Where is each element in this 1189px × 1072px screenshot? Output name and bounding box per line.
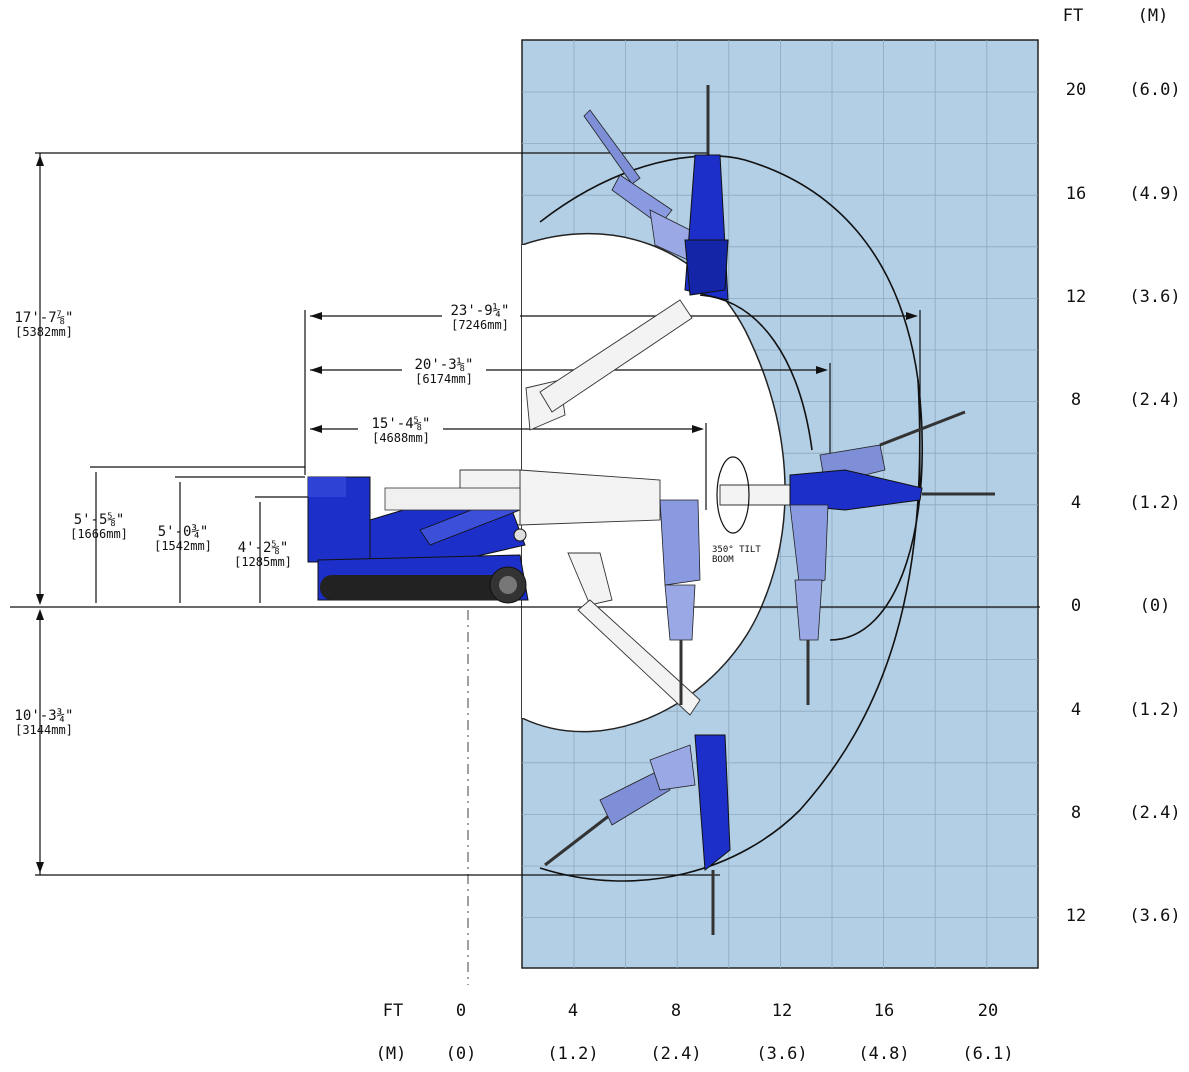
right-axis-header-ft: FT [1062, 6, 1084, 26]
bottom-axis-tick-ft: 0 [455, 1001, 467, 1021]
dimension-mm: [1542mm] [154, 539, 212, 554]
dimension-ft: 17'-7⅞" [14, 310, 74, 326]
dimension-depth-max: 10'-3¾" [3144mm] [4, 708, 84, 738]
bottom-axis-tick-ft: 12 [771, 1001, 793, 1021]
right-axis-tick-ft: 4 [1070, 700, 1082, 720]
right-axis-tick-ft: 8 [1070, 803, 1082, 823]
dimension-ft: 4'-2⅝" [237, 540, 289, 556]
dimension-lines [10, 152, 1040, 985]
right-axis-tick-m: (0) [1139, 596, 1171, 616]
right-axis-tick-m: (6.0) [1129, 80, 1181, 100]
right-axis-tick-m: (3.6) [1129, 287, 1181, 307]
right-axis-tick-m: (1.2) [1129, 700, 1181, 720]
dimension-height-3: 4'-2⅝" [1285mm] [224, 540, 302, 570]
dimension-reach-max: 23'-9¼" [7246mm] [440, 303, 520, 333]
bottom-axis-tick-ft: 20 [977, 1001, 999, 1021]
breaker-attachments [544, 85, 995, 935]
right-axis-tick-ft: 20 [1065, 80, 1087, 100]
dimension-mm: [5382mm] [15, 325, 73, 340]
tilt-note-line2: BOOM [712, 554, 734, 565]
dimension-mm: [1666mm] [70, 527, 128, 542]
right-axis-tick-m: (1.2) [1129, 493, 1181, 513]
bottom-axis-tick-m: (3.6) [756, 1044, 808, 1064]
bottom-axis-tick-m: (6.1) [962, 1044, 1014, 1064]
ghost-boom-positions [459, 299, 791, 716]
bottom-axis-tick-ft: 4 [567, 1001, 579, 1021]
right-axis-tick-ft: 4 [1070, 493, 1082, 513]
reach-arcs [539, 155, 924, 882]
bottom-axis-header-m: (M) [375, 1044, 407, 1064]
dimension-ft: 5'-5⅝" [73, 512, 125, 528]
bottom-axis-tick-ft: 8 [670, 1001, 682, 1021]
bottom-axis-tick-m: (2.4) [650, 1044, 702, 1064]
tilt-note-line1: 350° TILT [712, 545, 761, 555]
dimension-ft: 10'-3¾" [14, 708, 74, 724]
dimension-arrows [36, 155, 918, 873]
dimension-ft: 20'-3⅛" [414, 357, 474, 373]
dimension-reach-mid: 20'-3⅛" [6174mm] [403, 357, 485, 387]
tilt-ellipse [716, 456, 750, 534]
dimension-ft: 15'-4⅝" [371, 416, 431, 432]
dimension-mm: [6174mm] [415, 372, 473, 387]
dimension-mm: [7246mm] [451, 318, 509, 333]
right-axis-tick-ft: 12 [1065, 906, 1087, 926]
dimension-height-max: 17'-7⅞" [5382mm] [4, 310, 84, 340]
right-axis-tick-ft: 8 [1070, 390, 1082, 410]
bottom-axis-tick-m: (1.2) [547, 1044, 599, 1064]
dimension-ft: 23'-9¼" [450, 303, 510, 319]
bottom-axis-tick-m: (0) [445, 1044, 477, 1064]
right-axis-tick-m: (2.4) [1129, 803, 1181, 823]
right-axis-tick-ft: 0 [1070, 596, 1082, 616]
demolition-machine [307, 476, 529, 604]
tilt-note: 350° TILT BOOM [712, 545, 761, 566]
dimension-ft: 5'-0¾" [157, 524, 209, 540]
dimension-height-1: 5'-5⅝" [1666mm] [60, 512, 138, 542]
right-axis-tick-m: (3.6) [1129, 906, 1181, 926]
right-axis-tick-ft: 16 [1065, 184, 1087, 204]
bottom-axis-tick-ft: 16 [873, 1001, 895, 1021]
dimension-mm: [3144mm] [15, 723, 73, 738]
right-axis-tick-m: (4.9) [1129, 184, 1181, 204]
dimension-height-2: 5'-0¾" [1542mm] [144, 524, 222, 554]
dimension-reach-min: 15'-4⅝" [4688mm] [360, 416, 442, 446]
dimension-mm: [1285mm] [234, 555, 292, 570]
dimension-mm: [4688mm] [372, 431, 430, 446]
right-axis-tick-m: (2.4) [1129, 390, 1181, 410]
right-axis-tick-ft: 12 [1065, 287, 1087, 307]
bottom-axis-tick-m: (4.8) [858, 1044, 910, 1064]
bottom-axis-header-ft: FT [382, 1001, 404, 1021]
right-axis-header-m: (M) [1137, 6, 1169, 26]
